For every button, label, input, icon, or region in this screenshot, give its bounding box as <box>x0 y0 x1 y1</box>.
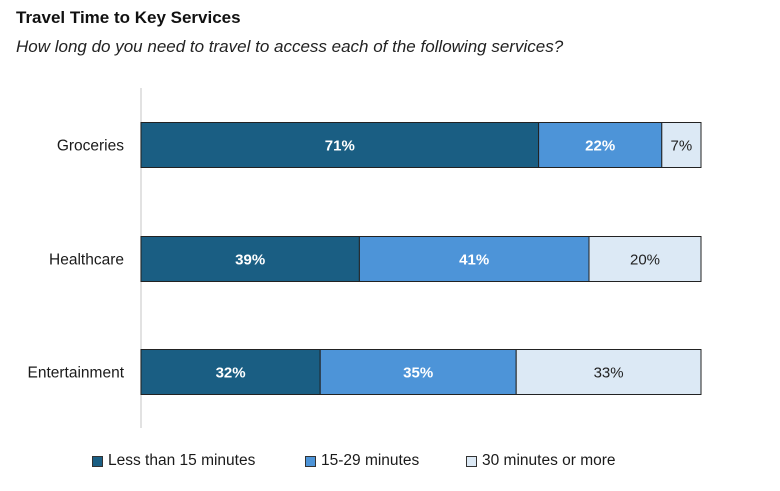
bar-groceries-15-29 <box>538 122 663 168</box>
legend-label-less-than-15: Less than 15 minutes <box>108 452 256 469</box>
bar-entertainment-15-29 <box>319 349 517 395</box>
data-label-healthcare-30-plus: 20% <box>630 252 660 269</box>
chart-subtitle: How long do you need to travel to access… <box>16 37 564 56</box>
data-label-groceries-less-than-15: 71% <box>325 138 355 155</box>
bar-entertainment-less-than-15 <box>140 349 321 395</box>
data-label-groceries-15-29: 22% <box>585 138 615 155</box>
bar-groceries-30-plus <box>661 122 702 168</box>
chart-legend: Less than 15 minutes 15-29 minutes 30 mi… <box>0 452 780 474</box>
data-label-groceries-30-plus: 7% <box>671 138 693 155</box>
data-label-healthcare-less-than-15: 39% <box>235 252 265 269</box>
chart-title: Travel Time to Key Services <box>16 8 241 27</box>
legend-swatch-15-29 <box>305 455 316 467</box>
legend-swatch-less-than-15 <box>92 455 103 467</box>
legend-item-30-plus: 30 minutes or more <box>466 452 616 470</box>
legend-item-15-29: 15-29 minutes <box>305 452 419 470</box>
category-label-groceries: Groceries <box>57 138 124 155</box>
bar-healthcare-30-plus <box>588 236 702 282</box>
bar-healthcare-15-29 <box>358 236 590 282</box>
legend-swatch-30-plus <box>466 455 477 467</box>
category-label-entertainment: Entertainment <box>28 365 125 382</box>
legend-item-less-than-15: Less than 15 minutes <box>92 452 255 470</box>
category-label-healthcare: Healthcare <box>49 252 124 269</box>
bar-healthcare-less-than-15 <box>140 236 360 282</box>
data-label-healthcare-15-29: 41% <box>459 252 489 269</box>
bar-groceries-less-than-15 <box>140 122 540 168</box>
legend-label-15-29: 15-29 minutes <box>321 452 420 469</box>
data-label-entertainment-less-than-15: 32% <box>216 365 246 382</box>
data-label-entertainment-15-29: 35% <box>403 365 433 382</box>
legend-label-30-plus: 30 minutes or more <box>482 452 616 469</box>
bar-entertainment-30-plus <box>515 349 702 395</box>
data-label-entertainment-30-plus: 33% <box>594 365 624 382</box>
